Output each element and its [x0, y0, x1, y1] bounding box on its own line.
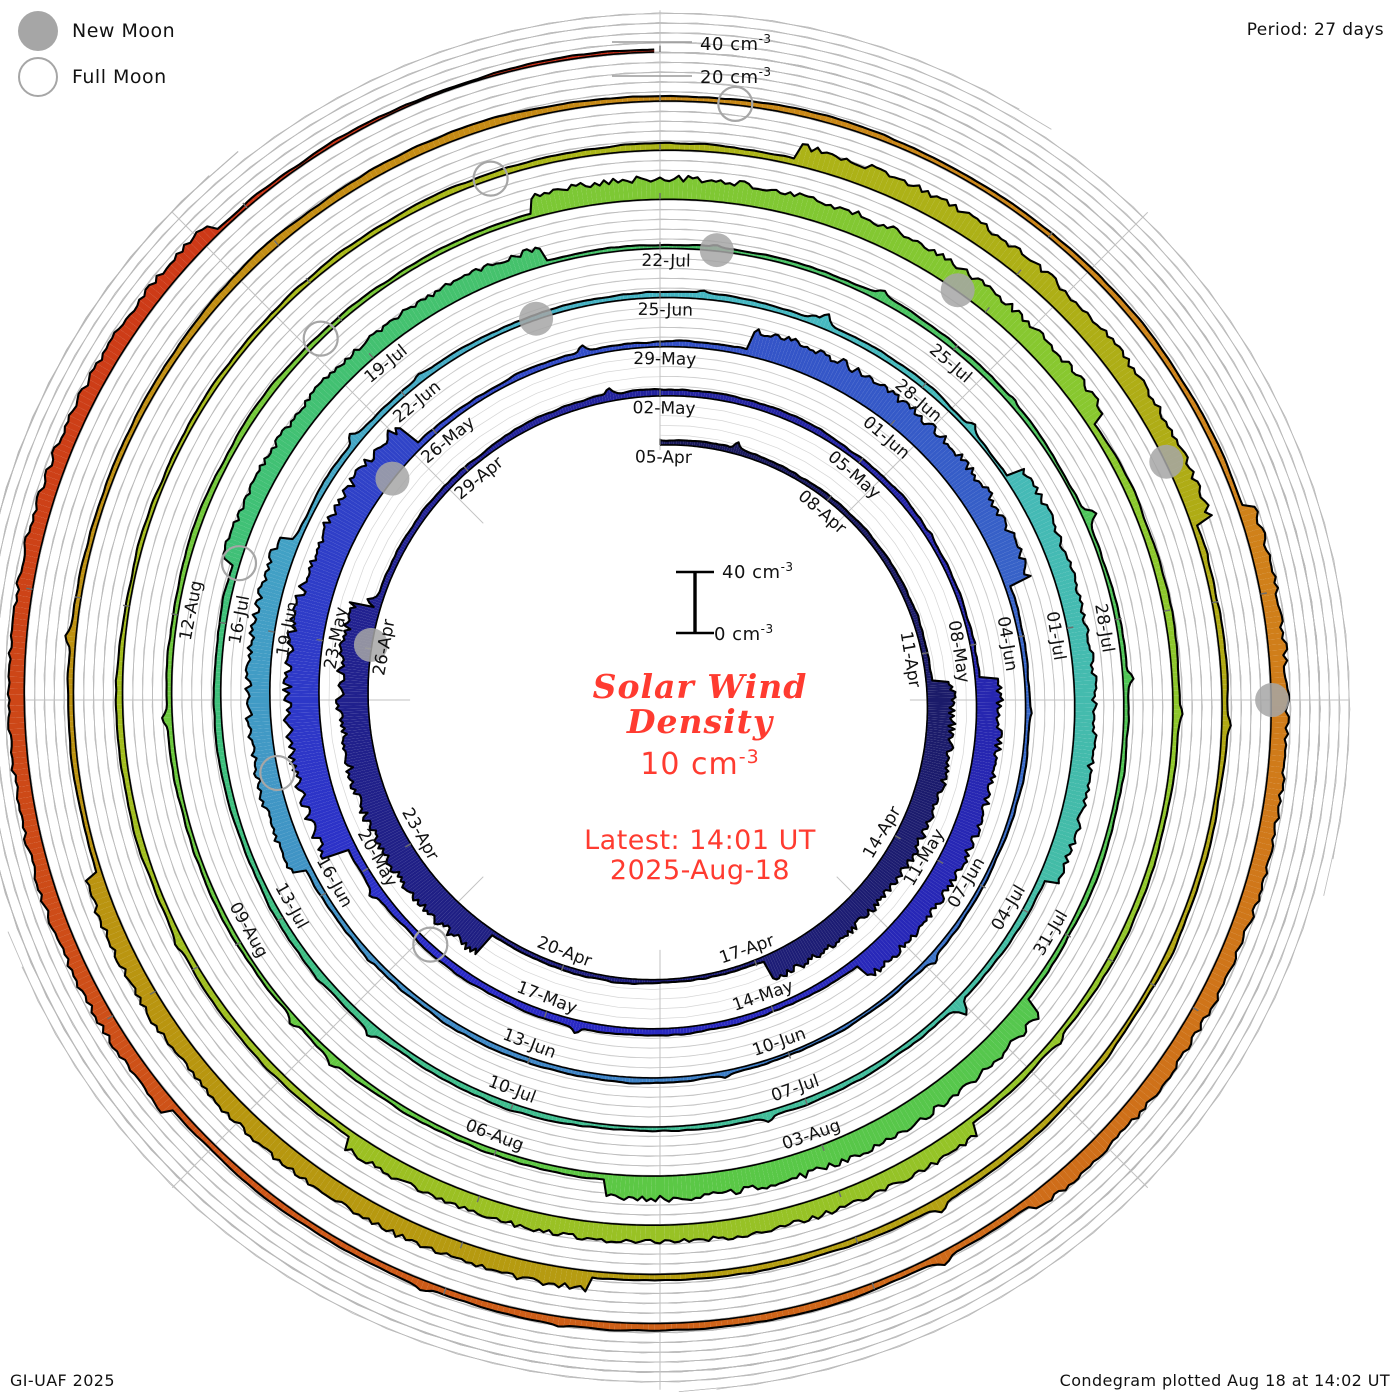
full-moon-marker	[717, 85, 754, 123]
scale-bar	[676, 570, 714, 635]
chart-unit: 10 cm-3	[640, 745, 760, 782]
new-moon-marker	[1255, 683, 1290, 717]
spiral-traces	[6, 48, 1291, 1332]
latest-date: 2025-Aug-18	[609, 855, 791, 887]
radial-tick-label-20: 20 cm-3	[700, 65, 772, 88]
full-moon-marker	[302, 320, 339, 357]
new-moon-marker	[699, 233, 734, 268]
moon-markers	[220, 85, 1290, 963]
chart-title-line1: Solar Wind	[592, 667, 808, 706]
full-moon-icon	[18, 57, 58, 97]
legend-label-full-moon: Full Moon	[72, 66, 167, 88]
legend-item-full-moon: Full Moon	[18, 54, 278, 100]
full-moon-marker	[259, 754, 296, 792]
radial-tick-label-40: 40 cm-3	[700, 32, 772, 55]
credit-label: GI-UAF 2025	[10, 1371, 115, 1390]
period-label: Period: 27 days	[1246, 20, 1384, 40]
spiral-date-label: 29-May	[633, 349, 696, 370]
legend-label-new-moon: New Moon	[72, 20, 176, 42]
new-moon-marker	[519, 301, 554, 336]
center-title-block: Solar Wind Density 10 cm-3 Latest: 14:01…	[450, 667, 950, 887]
full-moon-marker	[412, 926, 449, 963]
radial-ticks	[26, 41, 1267, 1295]
new-moon-marker	[353, 627, 388, 662]
full-moon-marker	[472, 160, 509, 197]
scalebar-top-label: 40 cm-3	[722, 560, 794, 583]
moon-legend: New Moon Full Moon	[18, 8, 278, 100]
spiral-date-label: 25-Jun	[638, 300, 694, 321]
scalebar-bottom-label: 0 cm-3	[714, 622, 774, 645]
chart-title: Solar Wind Density	[450, 667, 950, 741]
new-moon-marker	[940, 273, 975, 308]
legend-item-new-moon: New Moon	[18, 8, 278, 54]
full-moon-marker	[220, 545, 258, 582]
chart-title-line2: Density	[626, 701, 774, 741]
spiral-date-label: 05-Apr	[635, 447, 692, 468]
new-moon-marker	[375, 461, 410, 496]
spiral-date-label: 22-Jul	[641, 251, 691, 272]
new-moon-icon	[18, 11, 58, 51]
plotted-label: Condegram plotted Aug 18 at 14:02 UT	[1059, 1371, 1390, 1390]
latest-timestamp: Latest: 14:01 UT 2025-Aug-18	[450, 824, 950, 887]
spiral-date-label: 02-May	[633, 398, 696, 419]
new-moon-marker	[1149, 444, 1184, 479]
latest-time: Latest: 14:01 UT	[584, 824, 816, 856]
